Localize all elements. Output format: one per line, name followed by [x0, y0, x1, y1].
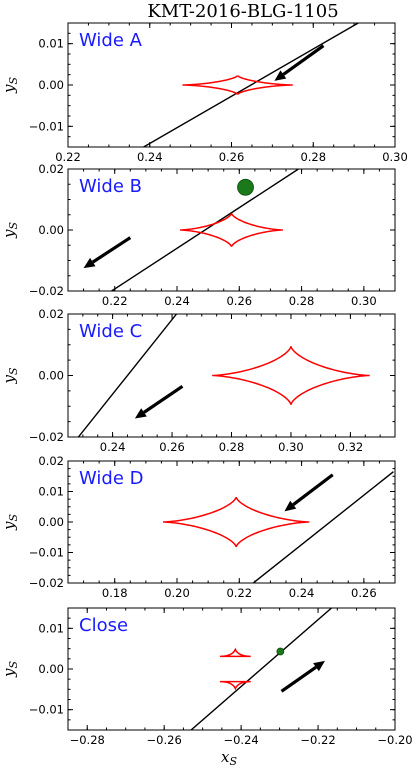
x-tick-label: −0.28 — [70, 733, 105, 747]
y-tick-label: −0.02 — [29, 430, 64, 444]
direction-arrowhead — [313, 660, 325, 672]
x-tick-label: 0.18 — [102, 586, 128, 600]
direction-arrowhead — [134, 408, 147, 419]
x-tick-label: 0.24 — [100, 440, 126, 454]
panel-3: 0.24 0.26 0.28 0.30 0.32 −0.02 0.00 0.02 yS Wide … — [0, 307, 396, 454]
panel-label: Wide D — [79, 468, 144, 489]
x-tick-label: 0.22 — [102, 294, 128, 308]
panel-1: 0.22 0.24 0.26 0.28 0.30 −0.01 0.00 0.01 yS Wide … — [0, 22, 408, 164]
x-tick-label: −0.24 — [223, 733, 258, 747]
x-tick-label: 0.26 — [351, 586, 377, 600]
source-trajectory-line — [111, 169, 299, 291]
panel-label: Wide A — [79, 30, 143, 51]
y-axis-title: yS — [0, 77, 20, 94]
direction-arrowhead — [284, 500, 297, 512]
direction-arrowhead — [83, 257, 96, 269]
source-trajectory-line — [143, 23, 359, 147]
y-tick-label: 0.01 — [38, 37, 64, 51]
x-tick-label: 0.24 — [164, 294, 190, 308]
direction-arrow-shaft — [282, 44, 325, 76]
y-tick-label: −0.01 — [29, 703, 64, 717]
y-tick-label: −0.01 — [29, 119, 64, 133]
x-tick-label: 0.30 — [278, 440, 304, 454]
panel-4: 0.18 0.20 0.22 0.24 0.26 −0.02 −0.01 0.00 0.01 0.… — [0, 454, 396, 600]
direction-arrow-shaft — [292, 473, 334, 506]
source-star-marker — [237, 178, 254, 196]
plot-area-3 — [77, 314, 370, 437]
x-tick-label: 0.24 — [137, 150, 163, 164]
figure-title: KMT-2016-BLG-1105 — [147, 1, 338, 22]
caustic-curve — [182, 75, 293, 95]
x-tick-label: 0.20 — [164, 586, 190, 600]
source-trajectory-line — [252, 471, 394, 583]
plot-area-1 — [143, 23, 359, 147]
y-tick-label: 0.00 — [38, 515, 64, 529]
y-tick-label: 0.01 — [38, 621, 64, 635]
caustic-triangle-2 — [219, 680, 251, 691]
direction-arrowhead — [274, 70, 287, 81]
y-tick-label: 0.02 — [38, 307, 64, 321]
caustic-curve — [180, 213, 283, 247]
y-axis-title: yS — [0, 367, 20, 384]
panel-5: −0.28 −0.26 −0.24 −0.22 −0.20 −0.01 0.00 0.01 yS… — [0, 607, 413, 747]
y-tick-label: 0.00 — [38, 223, 64, 237]
panel-label: Close — [79, 615, 128, 636]
y-axis-title: yS — [0, 222, 20, 239]
caustic-curve — [162, 496, 310, 548]
y-tick-label: −0.01 — [29, 546, 64, 560]
y-tick-label: −0.02 — [29, 284, 64, 298]
y-tick-label: −0.02 — [29, 576, 64, 590]
x-tick-label: 0.30 — [382, 150, 408, 164]
x-axis-title: xS — [221, 748, 237, 768]
panel-2: 0.22 0.24 0.26 0.28 0.30 −0.02 0.00 0.02 yS Wide … — [0, 162, 396, 308]
caustic-curve — [212, 346, 370, 405]
caustic-triangle-1 — [219, 647, 251, 658]
y-tick-label: 0.02 — [38, 162, 64, 176]
plot-area-4 — [162, 471, 394, 583]
x-tick-label: 0.26 — [226, 294, 252, 308]
x-tick-label: 0.22 — [226, 586, 252, 600]
plot-area-5 — [190, 608, 332, 730]
direction-arrow-shaft — [280, 665, 317, 693]
x-tick-label: 0.28 — [289, 294, 315, 308]
panels-group: 0.22 0.24 0.26 0.28 0.30 −0.01 0.00 0.01 yS Wide … — [0, 22, 413, 747]
x-tick-label: 0.24 — [289, 586, 315, 600]
x-tick-label: 0.30 — [351, 294, 377, 308]
direction-arrow-shaft — [91, 236, 132, 264]
y-axis-title: yS — [0, 514, 20, 531]
source-trajectory-line — [77, 314, 178, 437]
x-tick-label: 0.28 — [219, 440, 245, 454]
direction-arrow-shaft — [143, 384, 184, 414]
x-tick-label: 0.22 — [55, 150, 81, 164]
x-tick-label: 0.26 — [219, 150, 245, 164]
x-tick-label: 0.26 — [159, 440, 185, 454]
y-tick-label: 0.01 — [38, 485, 64, 499]
x-tick-label: −0.26 — [147, 733, 182, 747]
source-trajectory-line — [190, 608, 332, 730]
x-tick-label: −0.22 — [300, 733, 335, 747]
y-axis-title: yS — [0, 661, 20, 678]
y-tick-label: 0.02 — [38, 454, 64, 468]
panel-label: Wide C — [79, 321, 142, 342]
x-tick-label: 0.32 — [338, 440, 364, 454]
y-tick-label: 0.00 — [38, 369, 64, 383]
source-star-marker — [276, 647, 285, 656]
x-tick-label: 0.28 — [300, 150, 326, 164]
plot-area-2 — [111, 169, 299, 291]
x-tick-label: −0.20 — [377, 733, 412, 747]
panel-label: Wide B — [79, 176, 142, 197]
y-tick-label: 0.00 — [38, 78, 64, 92]
y-tick-label: 0.00 — [38, 662, 64, 676]
